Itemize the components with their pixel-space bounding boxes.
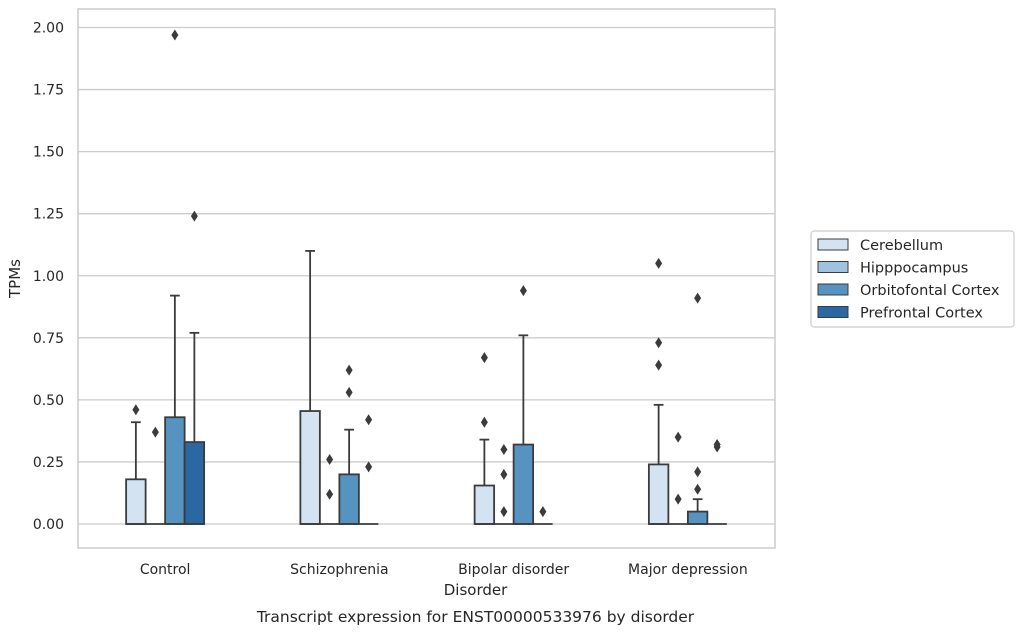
box-hipppocampus (145, 426, 166, 525)
legend-swatch (817, 238, 849, 251)
box-cerebellum (647, 257, 670, 525)
x-tick-label: Schizophrenia (290, 562, 388, 578)
y-tick-label: 1.75 (33, 83, 64, 99)
box-cerebellum (299, 250, 321, 525)
box (164, 416, 186, 525)
y-tick-label: 2.00 (33, 21, 64, 37)
y-tick-label: 0.75 (33, 331, 64, 347)
outlier-point (655, 359, 663, 371)
y-tick-label: 1.00 (33, 269, 64, 285)
outlier-point (132, 404, 140, 416)
outlier-point (151, 426, 159, 438)
outlier-point (480, 352, 488, 364)
legend-label: Hipppocampus (860, 261, 968, 277)
box-orbitofontal-cortex (512, 285, 535, 525)
box (512, 443, 535, 525)
outlier-point (190, 210, 198, 222)
outlier-point (345, 386, 353, 398)
box-prefrontal-cortex (358, 414, 379, 525)
x-axis-title: Disorder (444, 581, 508, 599)
outlier-point (365, 461, 373, 473)
boxes (125, 29, 727, 525)
outlier-point (674, 493, 682, 505)
outlier-point (500, 506, 508, 518)
outlier-point (500, 444, 508, 456)
box-prefrontal-cortex (533, 506, 553, 525)
y-tick-label: 0.00 (33, 517, 64, 533)
legend-swatch (817, 261, 849, 273)
box (686, 510, 709, 525)
box (647, 463, 670, 525)
box-orbitofontal-cortex (164, 29, 186, 525)
outlier-point (713, 439, 721, 451)
outlier-point (694, 466, 702, 478)
y-tick-label: 1.50 (33, 145, 64, 161)
box-cerebellum (125, 404, 147, 525)
outlier-point (539, 506, 547, 518)
outlier-point (365, 414, 373, 426)
x-tick-label: Bipolar disorder (458, 562, 569, 578)
outlier-point (655, 337, 663, 349)
x-tick-labels: Control Schizophrenia Bipolar disorder Majo… (140, 562, 748, 578)
legend-frame (810, 230, 1015, 328)
box-orbitofontal-cortex (338, 364, 360, 525)
outlier-point (326, 453, 334, 465)
legend-swatch (817, 306, 849, 318)
legend-label: Cerebellum (860, 238, 943, 254)
outlier-point (655, 257, 663, 269)
plot-frame (77, 8, 776, 549)
y-tick-label: 0.50 (33, 393, 64, 409)
box-cerebellum (473, 352, 496, 525)
box (125, 478, 147, 525)
x-tick-label: Control (140, 562, 191, 578)
box-hipppocampus (668, 431, 688, 525)
x-tick-label: Major depression (628, 562, 748, 578)
y-axis-title: TPMs (6, 259, 24, 299)
y-tick-labels: 0.00 0.25 0.50 0.75 1.00 1.25 1.50 1.75 2.00 (33, 21, 64, 534)
box-prefrontal-cortex (707, 439, 727, 525)
y-tick-label: 0.25 (33, 455, 64, 471)
box-prefrontal-cortex (183, 210, 206, 525)
legend-label: Orbitofontal Cortex (860, 283, 1000, 299)
outlier-point (326, 488, 334, 500)
legend-swatch (817, 283, 849, 296)
outlier-point (519, 285, 527, 297)
y-tick-label: 1.25 (33, 207, 64, 223)
outlier-point (171, 29, 179, 41)
box (183, 441, 206, 525)
box (338, 473, 360, 525)
outlier-point (694, 483, 702, 495)
box (473, 484, 496, 525)
outlier-point (500, 468, 508, 480)
box (299, 410, 321, 525)
outlier-point (345, 364, 353, 376)
legend: Cerebellum Hipppocampus Orbitofontal Corte… (810, 230, 1015, 328)
outlier-point (674, 431, 682, 443)
box-hipppocampus (319, 453, 340, 525)
box-hipppocampus (494, 444, 514, 525)
outlier-point (694, 292, 702, 304)
outlier-point (480, 416, 488, 428)
box-orbitofontal-cortex (686, 292, 709, 525)
legend-label: Prefrontal Cortex (860, 306, 983, 322)
chart-caption: Transcript expression for ENST0000053397… (256, 608, 695, 626)
